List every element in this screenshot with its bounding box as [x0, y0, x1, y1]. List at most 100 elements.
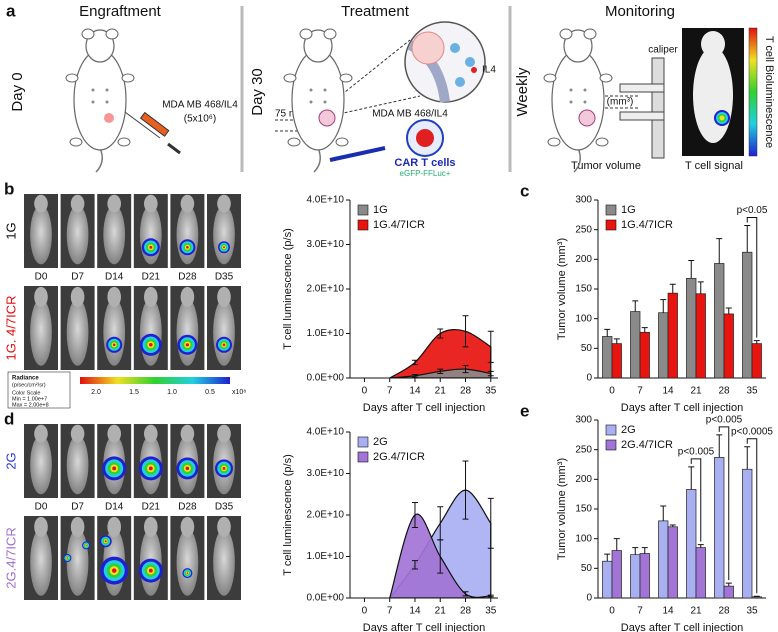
bar — [602, 336, 613, 379]
y-tick-label: 200 — [575, 254, 592, 265]
y-tick-label: 250 — [575, 224, 592, 235]
y-tick-label: 100 — [575, 533, 592, 544]
error-bar — [660, 299, 667, 313]
signal-blob — [148, 466, 153, 471]
mouse-silhouette — [217, 424, 231, 443]
error-bar — [462, 315, 469, 348]
day-label: D35 — [215, 502, 234, 513]
dose: (5x10⁶) — [184, 114, 216, 125]
panel-label: d — [4, 409, 14, 428]
y-axis-title: Tumor volume (mm³) — [556, 238, 568, 340]
error-bar — [697, 281, 704, 294]
day-label: D35 — [215, 272, 234, 283]
mouse-paw — [287, 137, 301, 147]
error-bar — [613, 338, 620, 344]
row-label: 1G — [3, 222, 18, 239]
mouse-paw — [599, 73, 613, 83]
colorbar-tick: 1.0 — [167, 389, 177, 396]
x-tick-label: 14 — [409, 606, 421, 617]
significance-label: p<0.05 — [737, 205, 768, 216]
nipple — [105, 100, 109, 104]
error-bar — [462, 365, 469, 374]
error-bar — [604, 553, 611, 562]
panel-label: b — [4, 179, 14, 198]
mouse-silhouette — [217, 516, 231, 537]
mouse-paw — [121, 73, 135, 83]
bar — [639, 331, 650, 379]
y-tick-label: 4.0E+10 — [306, 195, 344, 206]
section-title: Treatment — [341, 3, 410, 20]
bar — [686, 489, 697, 599]
x-tick-label: 21 — [690, 606, 702, 617]
chart: 0.0E+00 1.0E+10 2.0E+10 3.0E+10 4.0E+10 T cel… — [282, 427, 498, 632]
mouse-silhouette — [180, 286, 195, 308]
mouse-paw — [335, 137, 349, 147]
y-tick-label: 300 — [575, 195, 592, 206]
unit-label: (mm³) — [607, 97, 634, 108]
method-label: Tumor volume — [571, 160, 641, 172]
error-bar — [753, 595, 760, 597]
x-axis-title: Days after T cell injection — [621, 622, 743, 632]
x-tick-label: 21 — [690, 386, 702, 397]
legend-label: 1G.4/7ICR — [373, 219, 425, 231]
nipple — [583, 88, 587, 92]
car-t-cell — [329, 119, 444, 162]
mouse-head — [85, 29, 115, 63]
signal-blob — [223, 246, 225, 249]
error-bar — [716, 434, 723, 458]
day-label: D14 — [105, 272, 124, 283]
nipple — [323, 100, 327, 104]
colorbar-tick: 0.5 — [205, 389, 215, 396]
y-tick-label: 150 — [575, 504, 592, 515]
nipple — [323, 88, 327, 92]
colorbar-max: Max = 2.00e+8 — [12, 402, 49, 408]
colorbar-tick: 2.0 — [91, 389, 101, 396]
mouse-paw — [595, 137, 609, 147]
error-bar — [437, 368, 444, 375]
x-tick-label: 7 — [637, 606, 643, 617]
color-scale — [748, 27, 758, 157]
tumor — [104, 113, 114, 123]
nipple — [309, 88, 313, 92]
mouse-head — [303, 29, 333, 63]
bar — [611, 343, 622, 379]
x-tick-label: 14 — [409, 386, 421, 397]
tumor — [318, 109, 336, 127]
error-bar — [688, 260, 695, 279]
legend-swatch — [605, 439, 617, 451]
signal-blob — [148, 568, 153, 573]
mouse-silhouette — [30, 528, 52, 596]
error-bar — [669, 524, 676, 527]
significance-bracket — [718, 426, 730, 581]
y-tick-label: 150 — [575, 284, 592, 295]
mouse-body — [551, 49, 605, 151]
mouse-silhouette — [213, 528, 235, 596]
significance-bracket — [746, 217, 758, 338]
x-tick-label: 7 — [387, 386, 393, 397]
bar — [611, 550, 622, 599]
bar — [686, 277, 697, 379]
y-tick-label: 200 — [575, 474, 592, 485]
mouse-paw — [547, 137, 561, 147]
day-label: Day 30 — [249, 68, 266, 116]
mouse — [543, 28, 613, 173]
bli-mouse — [693, 47, 733, 143]
mouse-silhouette — [107, 194, 121, 213]
mouse-silhouette — [107, 286, 121, 308]
bar — [714, 263, 725, 379]
mouse-silhouette — [217, 286, 231, 308]
zoom-view — [329, 21, 486, 117]
significance-bracket — [690, 458, 702, 542]
error-bar — [411, 560, 418, 570]
mouse-tail — [313, 147, 321, 173]
y-tick-label: 50 — [581, 343, 593, 354]
signal-blob — [149, 343, 153, 347]
nipple — [583, 100, 587, 104]
x-tick-label: 35 — [746, 386, 758, 397]
row-label: 1G. 4/7ICR — [3, 295, 18, 360]
error-bar — [744, 225, 751, 253]
panel-a: a Engraftment Treatment Monitoring Day 0… — [6, 1, 775, 178]
nipple — [569, 100, 573, 104]
mouse-silhouette — [66, 205, 89, 265]
